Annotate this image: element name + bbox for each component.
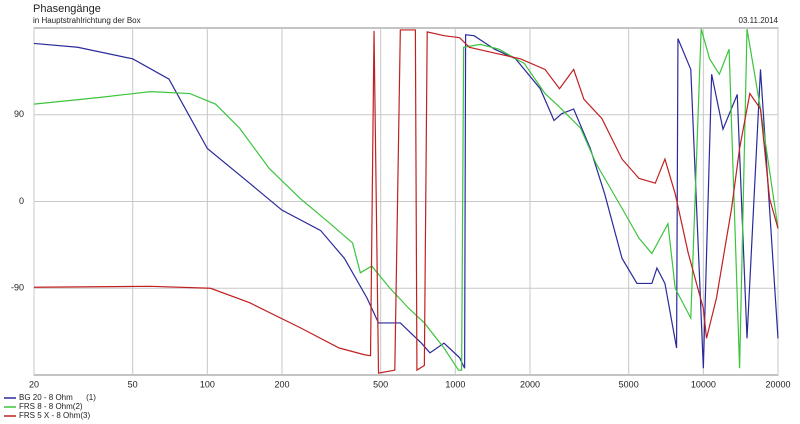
legend-label: BG 20 - 8 Ohm (1)	[19, 393, 96, 402]
x-tick-label: 200	[274, 379, 289, 389]
series-line	[33, 28, 779, 371]
series-line	[33, 34, 779, 369]
x-tick-label: 20	[29, 379, 39, 389]
x-tick-label: 20000	[765, 379, 790, 389]
y-tick-label: -90	[11, 283, 24, 293]
legend-label: FRS 5 X - 8 Ohm(3)	[19, 411, 90, 420]
chart-subtitle: in Hauptstrahlrichtung der Box	[33, 16, 141, 25]
y-tick-label: 90	[14, 109, 24, 119]
legend-label: FRS 8 - 8 Ohm(2)	[19, 402, 83, 411]
x-tick-label: 5000	[619, 379, 639, 389]
y-tick-label: 0	[19, 196, 24, 206]
x-tick-label: 500	[373, 379, 388, 389]
x-tick-label: 10000	[691, 379, 716, 389]
x-tick-label: 100	[200, 379, 215, 389]
x-tick-label: 2000	[520, 379, 540, 389]
chart-title: Phasengänge	[33, 3, 101, 15]
chart-date: 03.11.2014	[739, 16, 779, 25]
series-line	[33, 29, 779, 374]
x-tick-label: 50	[128, 379, 138, 389]
x-tick-label: 1000	[445, 379, 465, 389]
